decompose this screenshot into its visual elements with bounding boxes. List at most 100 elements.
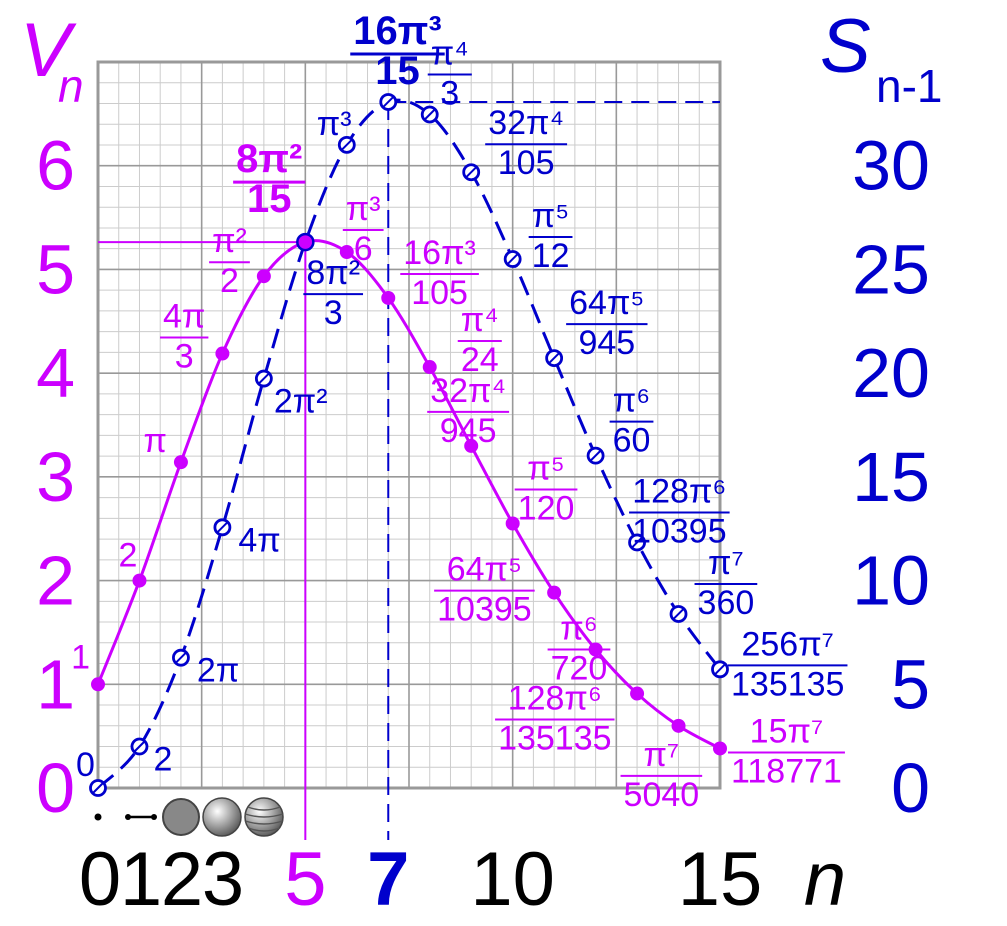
volume-point — [381, 290, 396, 305]
x-tick-label: 1 — [120, 837, 162, 922]
volume-point — [422, 360, 437, 375]
right-axis-title: S — [820, 4, 871, 89]
volume-point — [630, 686, 645, 701]
volume-point-label-denominator: 10395 — [437, 591, 532, 629]
volume-point-label-numerator: 128π⁶ — [508, 680, 602, 718]
volume-point-label-numerator: π⁵ — [527, 450, 565, 488]
right-tick-label: 10 — [852, 542, 930, 620]
surface-point-label-numerator: 8π² — [306, 254, 360, 292]
surface-point-label: π³ — [317, 105, 352, 143]
x-axis-title: n — [804, 837, 846, 922]
segment-end — [151, 814, 157, 820]
dimension-icons — [94, 797, 284, 837]
volume-point-label: 2 — [119, 537, 138, 575]
volume-point — [173, 455, 188, 470]
ball-icon — [244, 797, 284, 837]
plot-frame — [96, 60, 722, 790]
volume-point-label-denominator: 15 — [247, 177, 292, 221]
surface-point-label-denominator: 3 — [440, 74, 459, 112]
surface-point-slash — [506, 253, 519, 265]
surface-curve — [96, 98, 722, 790]
volume-point-label-denominator: 6 — [354, 230, 373, 268]
surface-point-slash — [133, 740, 146, 753]
surface-point-slash — [341, 139, 353, 151]
x-tick-label: 10 — [470, 837, 555, 922]
volume-point — [671, 718, 686, 733]
ball-stripe — [245, 813, 283, 818]
sphere-icon — [202, 797, 242, 837]
volume-point-label-denominator: 105 — [411, 274, 468, 312]
right-tick-label: 5 — [891, 645, 930, 723]
disk-icon — [162, 798, 200, 836]
volume-point — [505, 516, 520, 531]
volume-point-label-denominator: 3 — [175, 338, 194, 376]
volume-point-label-fraction: π³6 — [342, 190, 384, 268]
volume-point-label: π — [143, 422, 166, 460]
surface-point-label-denominator: 360 — [698, 584, 755, 622]
right-tick-label: 15 — [852, 438, 930, 516]
volume-point-label-denominator: 2 — [220, 262, 239, 300]
right-tick-label: 20 — [852, 334, 930, 412]
surface-point-slash — [382, 96, 394, 108]
surface-point-label-denominator: 12 — [532, 237, 570, 275]
surface-point-label: 2 — [153, 741, 172, 779]
volume-point-label: 1 — [71, 638, 90, 676]
surface-point-slash — [92, 782, 104, 794]
volume-point — [713, 741, 727, 756]
volume-point — [339, 245, 354, 260]
volume-point — [91, 677, 105, 692]
point-icon — [94, 813, 102, 821]
ball-stripe — [248, 827, 280, 832]
volume-point-label-numerator: π⁴ — [461, 301, 499, 339]
surface-point-slash — [258, 372, 270, 385]
surface-point-slash — [216, 521, 229, 534]
volume-point-label-numerator: π³ — [346, 190, 381, 228]
ball-stripe — [245, 820, 283, 825]
segment-icon — [125, 814, 157, 820]
surface-point-label-numerator: 16π³ — [353, 9, 441, 53]
volume-point-label-denominator: 5040 — [624, 776, 700, 814]
surface-point-label-denominator: 15 — [375, 49, 420, 93]
volume-point-label-numerator: π⁶ — [560, 610, 597, 648]
surface-point-slash — [548, 352, 560, 364]
x-tick-label: 0 — [79, 837, 121, 922]
left-tick-label: 0 — [36, 749, 75, 827]
volume-point-label-numerator: π² — [212, 222, 247, 260]
surface-point-label: 2π² — [274, 383, 328, 421]
x-tick-label: 3 — [202, 837, 244, 922]
surface-point-label-numerator: π⁴ — [431, 34, 469, 72]
surface-point-label-denominator: 105 — [498, 144, 555, 182]
volume-point — [256, 269, 271, 284]
x-tick-label: 15 — [678, 837, 763, 922]
volume-point-label-denominator: 120 — [518, 490, 575, 528]
surface-point-label-numerator: 256π⁷ — [741, 625, 834, 663]
surface-point-slash — [589, 449, 602, 462]
volume-point-label-numerator: 4π — [163, 298, 205, 336]
volume-point-label-numerator: 8π² — [236, 137, 302, 181]
left-tick-label: 3 — [36, 438, 75, 516]
volume-point-label-numerator: 15π⁷ — [750, 712, 824, 750]
volume-point-label-denominator: 720 — [551, 650, 608, 688]
volume-point-label-denominator: 24 — [461, 341, 499, 379]
surface-point-label: 0 — [76, 746, 95, 784]
surface-point-label-numerator: 32π⁴ — [488, 104, 564, 142]
volume-point-label-numerator: π⁷ — [643, 736, 679, 774]
segment-end — [125, 814, 131, 820]
surface-point-label-denominator: 3 — [324, 294, 343, 332]
volume-point-label-fraction: 4π3 — [160, 298, 209, 376]
surface-point-slash — [465, 166, 477, 178]
